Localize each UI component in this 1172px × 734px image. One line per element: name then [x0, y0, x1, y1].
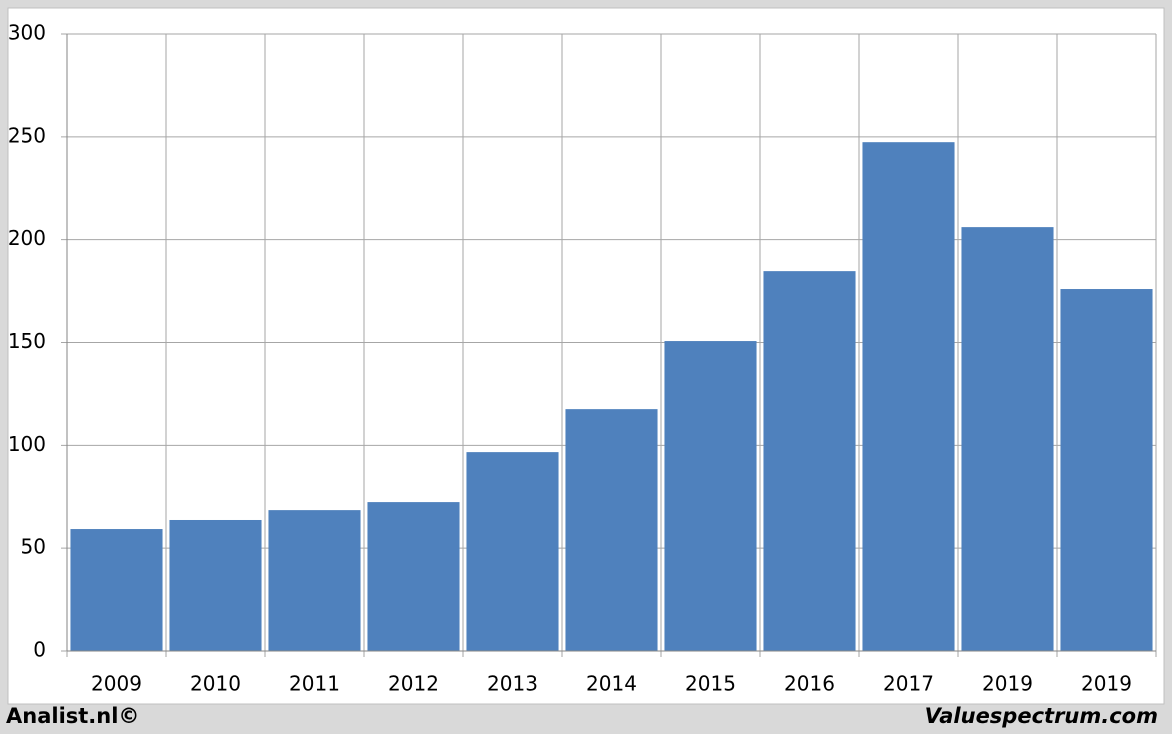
y-tick-label: 300: [8, 21, 46, 45]
x-tick-label: 2015: [685, 672, 736, 696]
x-tick-label: 2019: [1081, 672, 1132, 696]
y-tick-label: 150: [8, 329, 46, 353]
bar: [466, 452, 559, 651]
x-tick-label: 2011: [289, 672, 340, 696]
x-tick-label: 2012: [388, 672, 439, 696]
bar: [169, 519, 262, 651]
y-tick-label: 0: [33, 638, 46, 662]
x-tick-label: 2013: [487, 672, 538, 696]
source-right: Valuespectrum.com: [925, 704, 1158, 728]
x-tick-label: 2010: [190, 672, 241, 696]
x-tick-label: 2019: [982, 672, 1033, 696]
x-tick-label: 2014: [586, 672, 637, 696]
y-tick-label: 50: [21, 535, 46, 559]
bar: [664, 341, 757, 651]
source-left: Analist.nl©: [6, 704, 139, 728]
bar: [70, 529, 163, 651]
y-tick-label: 250: [8, 123, 46, 147]
bar: [367, 502, 460, 651]
y-tick-label: 200: [8, 226, 46, 250]
x-tick-label: 2017: [883, 672, 934, 696]
bar: [763, 271, 856, 651]
bar: [565, 409, 658, 651]
y-tick-label: 100: [8, 432, 46, 456]
bar: [268, 510, 361, 651]
x-tick-label: 2009: [91, 672, 142, 696]
bar: [1060, 289, 1153, 651]
x-tick-label: 2016: [784, 672, 835, 696]
bar: [961, 227, 1054, 651]
bar: [862, 142, 955, 651]
